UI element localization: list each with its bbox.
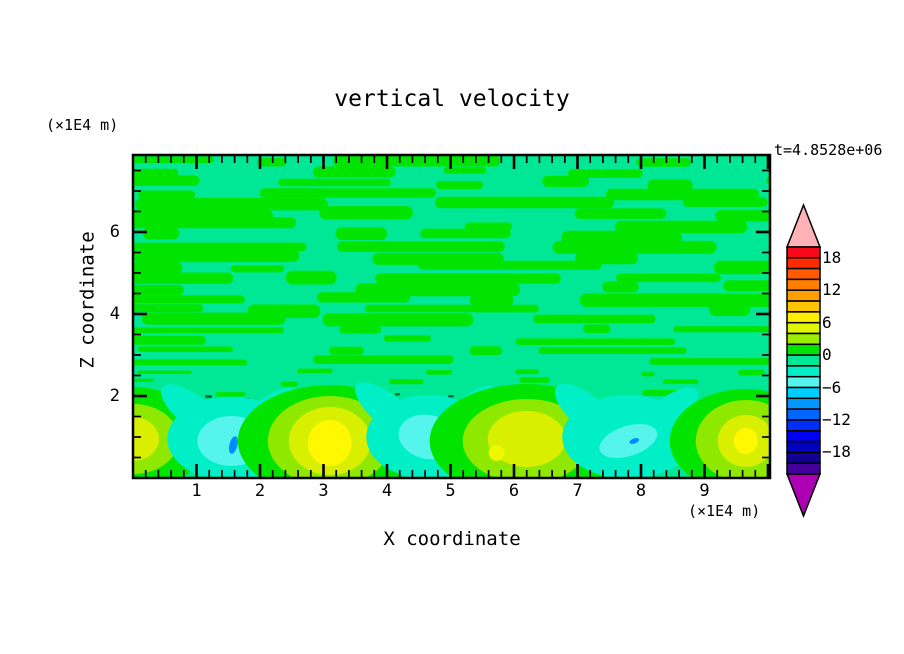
plot-frame bbox=[131, 153, 772, 480]
time-annotation: t=4.8528e+06 bbox=[774, 141, 883, 159]
x-tick-label: 3 bbox=[318, 481, 329, 501]
x-tick-label: 9 bbox=[699, 481, 710, 501]
colorbar-tick-label: −12 bbox=[822, 409, 851, 429]
x-tick-label: 5 bbox=[445, 481, 456, 501]
z-tick-label: 6 bbox=[109, 222, 120, 242]
colorbar-under-arrow bbox=[785, 473, 822, 519]
contour-field bbox=[133, 155, 770, 478]
axis-ticks bbox=[134, 156, 770, 477]
colorbar-over-arrow bbox=[785, 202, 822, 248]
colorbar-tick-label: 6 bbox=[822, 312, 832, 332]
x-tick-label: 1 bbox=[191, 481, 202, 501]
x-tick-label: 8 bbox=[635, 481, 647, 501]
colorbar-tick-label: 0 bbox=[822, 345, 832, 365]
chart-title: vertical velocity bbox=[0, 86, 904, 112]
x-tick-label: 6 bbox=[508, 481, 520, 501]
colorbar-tick-label: 12 bbox=[822, 280, 842, 300]
x-axis-title: X coordinate bbox=[383, 528, 521, 550]
z-axis-unit-label: (×1E4 m) bbox=[46, 116, 119, 134]
x-tick-label: 2 bbox=[254, 481, 266, 501]
colorbar-tick-label: 18 bbox=[822, 247, 842, 267]
z-tick-label: 2 bbox=[109, 386, 120, 406]
x-tick-label: 4 bbox=[381, 481, 393, 501]
chart-title-text: vertical velocity bbox=[334, 86, 570, 112]
colorbar-tick-label: −18 bbox=[822, 442, 851, 462]
z-tick-label: 4 bbox=[109, 304, 120, 324]
x-axis-unit-label: (×1E4 m) bbox=[688, 502, 761, 520]
colorbar-tick-label: −6 bbox=[822, 377, 842, 397]
z-axis-title-text: Z coordinate bbox=[77, 231, 99, 369]
x-tick-label: 7 bbox=[572, 481, 583, 501]
colorbar bbox=[785, 202, 822, 519]
